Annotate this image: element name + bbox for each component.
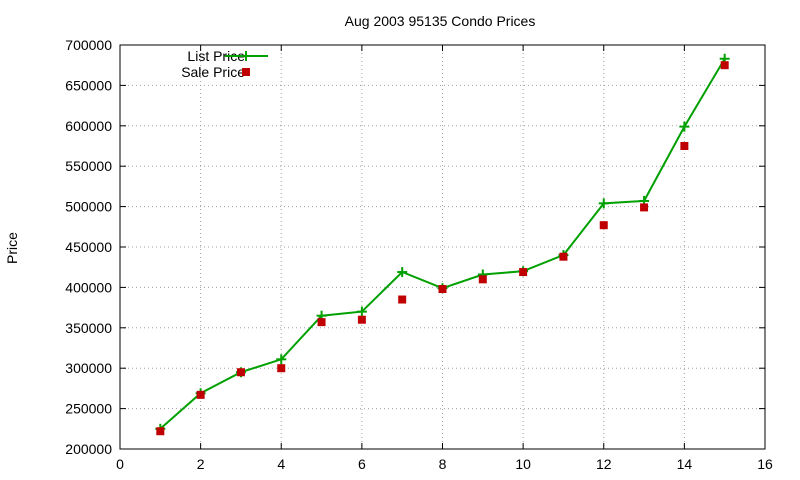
y-tick-label: 300000 [65,360,112,376]
sale-price-point [599,221,608,230]
sale-price-point [519,268,528,277]
y-tick-label: 650000 [65,77,112,93]
list-price-point [356,306,367,317]
list-price-point [397,267,408,278]
y-tick-label: 600000 [65,118,112,134]
chart-title: Aug 2003 95135 Condo Prices [345,13,536,29]
x-tick-label: 12 [596,456,612,472]
sale-price-point [478,275,487,284]
x-tick-label: 10 [515,456,531,472]
y-tick-label: 250000 [65,401,112,417]
sale-price-point [196,390,205,399]
y-tick-label: 450000 [65,239,112,255]
legend-label: Sale Price [181,64,245,80]
sale-price-point [236,368,245,377]
x-tick-label: 2 [197,456,205,472]
x-tick-label: 8 [439,456,447,472]
y-tick-label: 200000 [65,441,112,457]
x-tick-label: 16 [757,456,773,472]
sale-price-point [398,295,407,304]
y-tick-label: 700000 [65,37,112,53]
sale-price-point [680,142,689,150]
y-axis-label: Price [4,232,20,264]
sale-price-point [317,318,326,327]
list-price-point [679,121,690,132]
sale-price-point [720,61,729,70]
sale-price-point [559,252,568,261]
y-tick-label: 400000 [65,279,112,295]
sale-price-point [277,364,286,373]
y-tick-label: 350000 [65,320,112,336]
axis-ticks: 200000 250000 300000 350000 400000 450000 5000… [65,37,773,472]
series-layer [155,53,730,436]
x-tick-label: 6 [358,456,366,472]
grid [120,45,765,449]
sale-price-point [640,203,649,212]
y-tick-label: 550000 [65,158,112,174]
y-tick-label: 500000 [65,199,112,215]
legend-label: List Price [187,48,245,64]
x-tick-label: 4 [277,456,285,472]
x-tick-label: 14 [677,456,693,472]
x-tick-label: 0 [116,456,124,472]
list-price-point [276,354,287,365]
sale-price-point [357,315,366,324]
legend-square-swatch [242,68,250,76]
sale-price-point [438,285,447,294]
sale-price-point [156,427,165,436]
list-price-point [598,198,609,209]
